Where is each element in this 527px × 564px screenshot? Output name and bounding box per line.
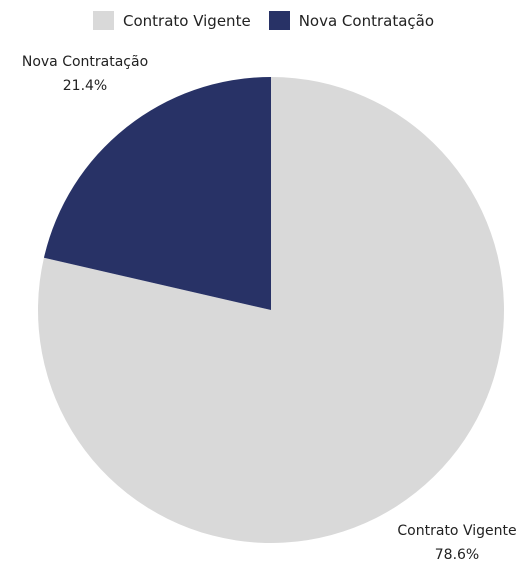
slice-label-contrato-vigente: Contrato Vigente <box>397 523 516 539</box>
slice-value-contrato-vigente: 78.6% <box>435 547 479 563</box>
slice-value-nova-contratacao: 21.4% <box>63 78 107 94</box>
slice-label-nova-contratacao: Nova Contratação <box>22 54 148 70</box>
